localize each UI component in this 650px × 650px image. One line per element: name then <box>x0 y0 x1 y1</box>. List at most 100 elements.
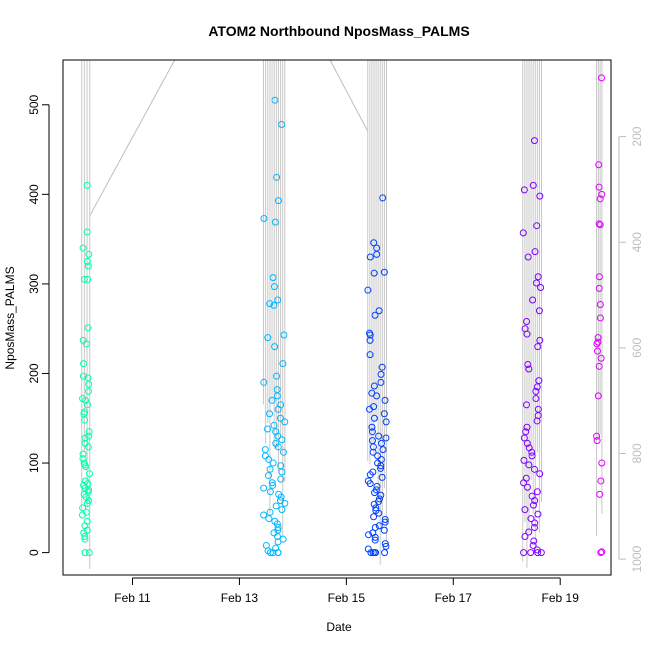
data-point <box>79 372 87 380</box>
data-point <box>274 443 282 451</box>
data-point <box>268 479 276 487</box>
data-point <box>83 499 91 507</box>
data-point <box>84 387 92 395</box>
data-point <box>381 518 389 526</box>
data-point <box>281 499 289 507</box>
data-point <box>533 488 541 496</box>
data-point <box>520 549 528 557</box>
data-point <box>278 120 286 128</box>
data-point <box>536 336 544 344</box>
data-point <box>534 343 542 351</box>
plot-frame <box>62 59 612 576</box>
data-point <box>531 519 539 527</box>
data-point <box>82 340 90 348</box>
data-point <box>370 414 378 422</box>
data-point <box>377 464 385 472</box>
data-point <box>365 531 373 539</box>
data-point <box>274 538 282 546</box>
data-point <box>597 549 605 557</box>
data-point <box>277 475 285 483</box>
data-point <box>265 515 273 523</box>
data-point <box>373 244 381 252</box>
data-point <box>378 363 386 371</box>
data-point <box>266 488 274 496</box>
data-point <box>531 497 539 505</box>
data-point <box>373 392 381 400</box>
data-point <box>529 541 537 549</box>
data-point <box>530 537 538 545</box>
data-point <box>265 472 273 480</box>
data-point <box>593 437 601 445</box>
data-point <box>529 501 537 509</box>
data-point <box>521 506 529 514</box>
data-point <box>520 456 528 464</box>
data-point <box>85 432 93 440</box>
data-point <box>596 314 604 322</box>
data-point <box>377 378 385 386</box>
data-point <box>529 181 537 189</box>
data-point <box>379 446 387 454</box>
data-point <box>595 220 603 228</box>
data-point <box>367 549 375 557</box>
data-point <box>85 250 93 258</box>
data-point <box>79 450 87 458</box>
data-point <box>533 417 541 425</box>
data-point <box>519 229 527 237</box>
data-point <box>593 347 601 355</box>
data-point <box>536 192 544 200</box>
x-tick-label: Feb 11 <box>114 591 151 605</box>
data-point <box>277 493 285 501</box>
right-tick-label: 1000 <box>630 545 644 572</box>
data-point <box>523 401 531 409</box>
data-point <box>596 195 604 203</box>
data-point <box>84 324 92 332</box>
data-point <box>268 396 276 404</box>
chart-title: ATOM2 Northbound NposMass_PALMS <box>208 23 469 39</box>
data-point <box>593 432 601 440</box>
data-point <box>260 511 268 519</box>
profile-ferry-line <box>89 60 176 217</box>
data-point <box>534 549 542 557</box>
data-point <box>366 331 374 339</box>
x-axis: Feb 11 Feb 13 Feb 15 Feb 17 Feb 19 <box>114 577 579 605</box>
data-point <box>528 448 536 456</box>
data-point <box>366 471 374 479</box>
data-point <box>81 549 89 557</box>
data-point <box>381 396 389 404</box>
data-point <box>523 330 531 338</box>
data-point <box>279 360 287 368</box>
data-point <box>381 515 389 523</box>
data-point <box>270 421 278 429</box>
data-point <box>270 301 278 309</box>
data-point <box>521 532 529 540</box>
data-point <box>535 377 543 385</box>
data-point <box>260 378 268 386</box>
data-point <box>598 190 606 198</box>
data-point <box>272 502 280 510</box>
data-point <box>595 161 603 169</box>
data-point <box>366 351 374 359</box>
data-point <box>375 509 383 517</box>
data-point <box>598 74 606 82</box>
data-point <box>274 197 282 205</box>
data-point <box>369 443 377 451</box>
data-point <box>278 468 286 476</box>
data-point <box>276 414 284 422</box>
data-point <box>80 275 88 283</box>
data-point <box>84 275 92 283</box>
data-point <box>595 362 603 370</box>
data-point <box>532 279 540 287</box>
data-point <box>81 434 89 442</box>
data-point <box>84 262 92 270</box>
data-point <box>273 386 281 394</box>
data-point <box>375 307 383 315</box>
x-axis-label: Date <box>326 620 352 634</box>
data-point <box>260 484 268 492</box>
profile-lines <box>81 60 603 570</box>
data-point <box>594 334 602 342</box>
data-point <box>274 524 282 532</box>
data-point <box>530 524 538 532</box>
data-point <box>264 334 272 342</box>
data-point <box>274 296 282 304</box>
right-axis: 200 400 600 800 1000 <box>618 126 644 573</box>
